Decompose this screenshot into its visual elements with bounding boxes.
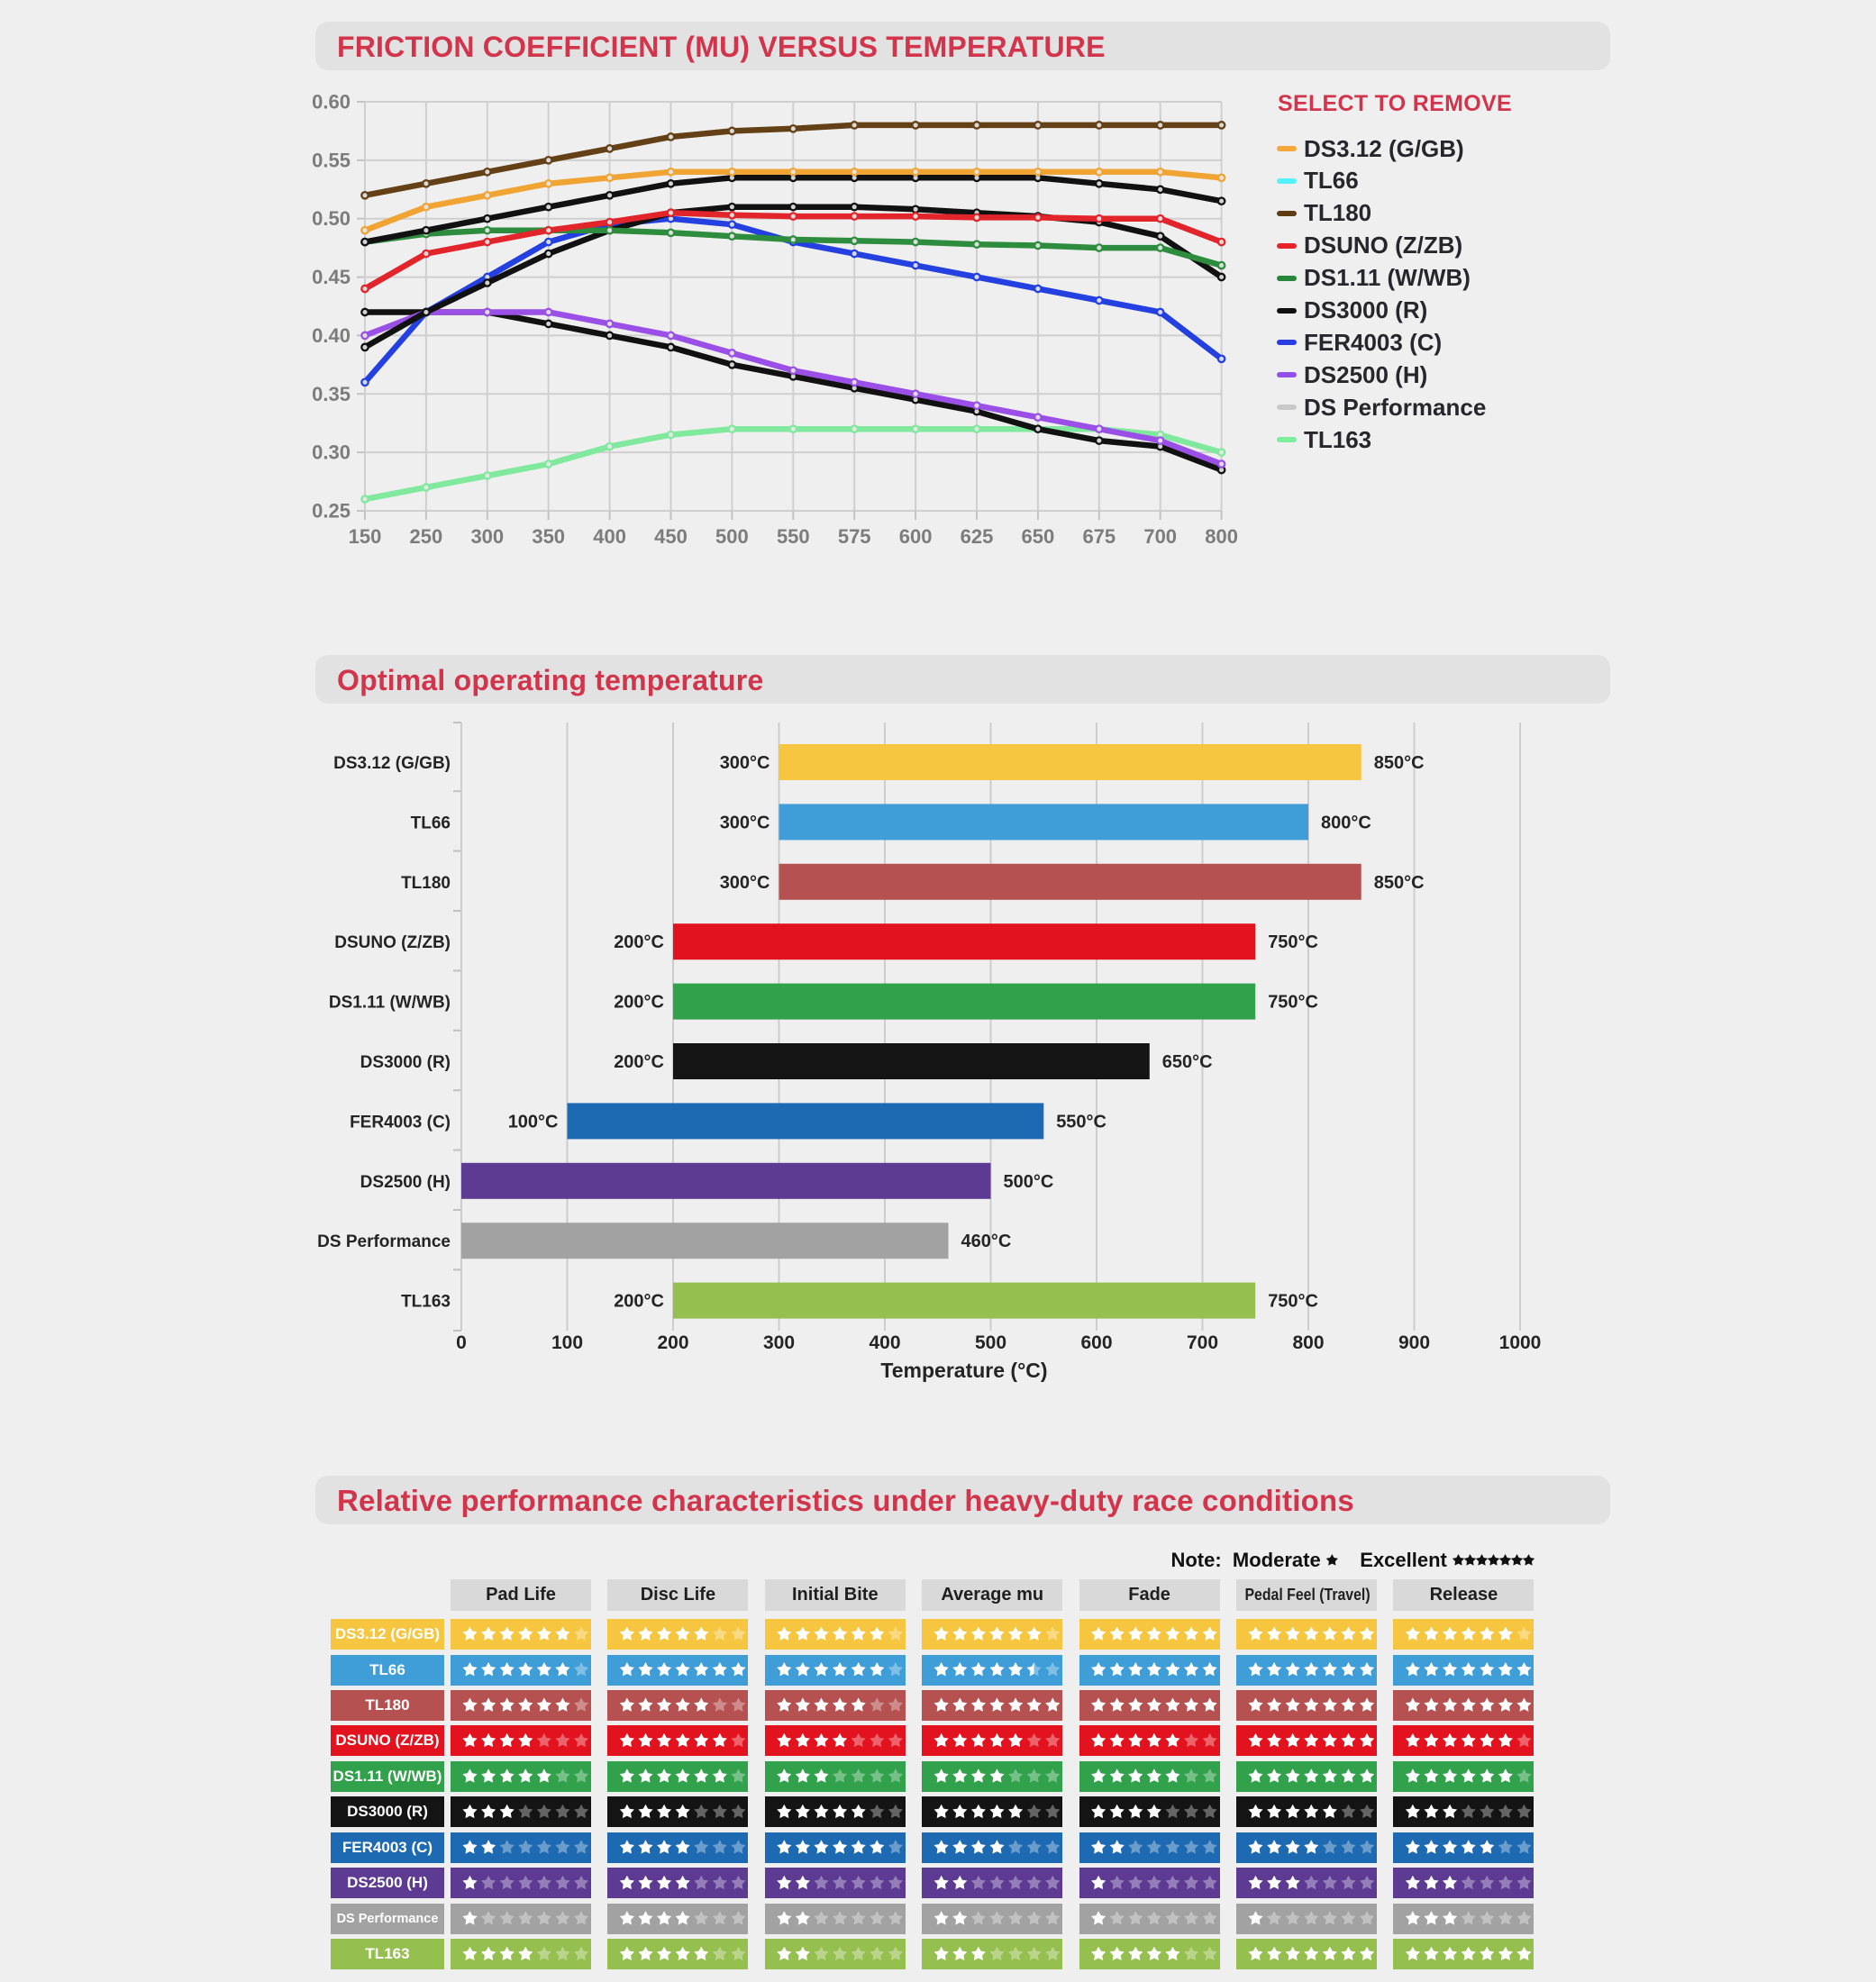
svg-text:Temperature (°C): Temperature (°C) (880, 1359, 1047, 1382)
svg-text:750°C: 750°C (1268, 1292, 1318, 1312)
svg-text:100°C: 100°C (508, 1112, 559, 1132)
svg-text:200°C: 200°C (614, 1292, 664, 1312)
svg-text:700: 700 (1187, 1332, 1218, 1353)
svg-text:200°C: 200°C (614, 1052, 664, 1072)
svg-text:0.45: 0.45 (312, 266, 351, 288)
svg-text:250: 250 (410, 525, 443, 548)
svg-text:900: 900 (1398, 1332, 1430, 1353)
svg-text:0.55: 0.55 (312, 149, 351, 171)
svg-text:200: 200 (657, 1332, 688, 1353)
svg-text:1000: 1000 (1499, 1332, 1542, 1353)
svg-text:500: 500 (975, 1332, 1006, 1353)
svg-text:300°C: 300°C (720, 813, 770, 832)
svg-text:350: 350 (532, 525, 565, 548)
svg-text:850°C: 850°C (1374, 873, 1425, 893)
svg-text:0.60: 0.60 (312, 91, 351, 114)
svg-text:800°C: 800°C (1321, 813, 1371, 832)
svg-text:800: 800 (1205, 525, 1238, 548)
svg-text:150: 150 (349, 525, 382, 548)
svg-text:DS1.11 (W/WB): DS1.11 (W/WB) (329, 994, 451, 1013)
svg-text:300: 300 (470, 525, 504, 548)
svg-text:750°C: 750°C (1268, 932, 1318, 952)
svg-text:100: 100 (551, 1332, 583, 1353)
svg-text:300: 300 (763, 1332, 795, 1353)
svg-text:800: 800 (1292, 1332, 1324, 1353)
svg-text:650°C: 650°C (1162, 1052, 1213, 1072)
svg-text:600: 600 (899, 525, 933, 548)
svg-text:DS3.12 (G/GB): DS3.12 (G/GB) (333, 754, 451, 773)
svg-text:0.40: 0.40 (312, 324, 351, 347)
svg-text:450: 450 (654, 525, 688, 548)
svg-text:500: 500 (715, 525, 749, 548)
svg-text:600: 600 (1080, 1332, 1112, 1353)
svg-text:850°C: 850°C (1374, 753, 1425, 773)
svg-text:550: 550 (777, 525, 810, 548)
svg-text:650: 650 (1022, 525, 1055, 548)
svg-text:TL163: TL163 (401, 1293, 451, 1312)
svg-text:0.50: 0.50 (312, 207, 351, 230)
svg-text:550°C: 550°C (1056, 1112, 1106, 1132)
svg-text:675: 675 (1082, 525, 1116, 548)
svg-text:300°C: 300°C (720, 753, 770, 773)
svg-text:500°C: 500°C (1004, 1172, 1054, 1192)
svg-text:625: 625 (961, 525, 994, 548)
svg-text:700: 700 (1143, 525, 1177, 548)
svg-text:400: 400 (869, 1332, 900, 1353)
svg-text:200°C: 200°C (614, 993, 664, 1013)
svg-text:0.35: 0.35 (312, 383, 351, 405)
svg-text:TL180: TL180 (401, 874, 451, 893)
svg-text:0.30: 0.30 (312, 441, 351, 464)
svg-text:750°C: 750°C (1268, 993, 1318, 1013)
svg-text:0: 0 (456, 1332, 467, 1353)
svg-text:200°C: 200°C (614, 932, 664, 952)
svg-text:460°C: 460°C (961, 1232, 1012, 1251)
svg-text:400: 400 (593, 525, 626, 548)
svg-text:DSUNO (Z/ZB): DSUNO (Z/ZB) (334, 933, 451, 952)
svg-text:DS Performance: DS Performance (317, 1232, 451, 1251)
svg-text:0.25: 0.25 (312, 500, 351, 523)
svg-text:DS2500 (H): DS2500 (H) (360, 1173, 451, 1192)
svg-text:575: 575 (838, 525, 871, 548)
svg-text:300°C: 300°C (720, 873, 770, 893)
svg-text:TL66: TL66 (411, 814, 451, 832)
svg-text:DS3000 (R): DS3000 (R) (360, 1053, 451, 1072)
svg-text:FER4003 (C): FER4003 (C) (350, 1113, 451, 1132)
